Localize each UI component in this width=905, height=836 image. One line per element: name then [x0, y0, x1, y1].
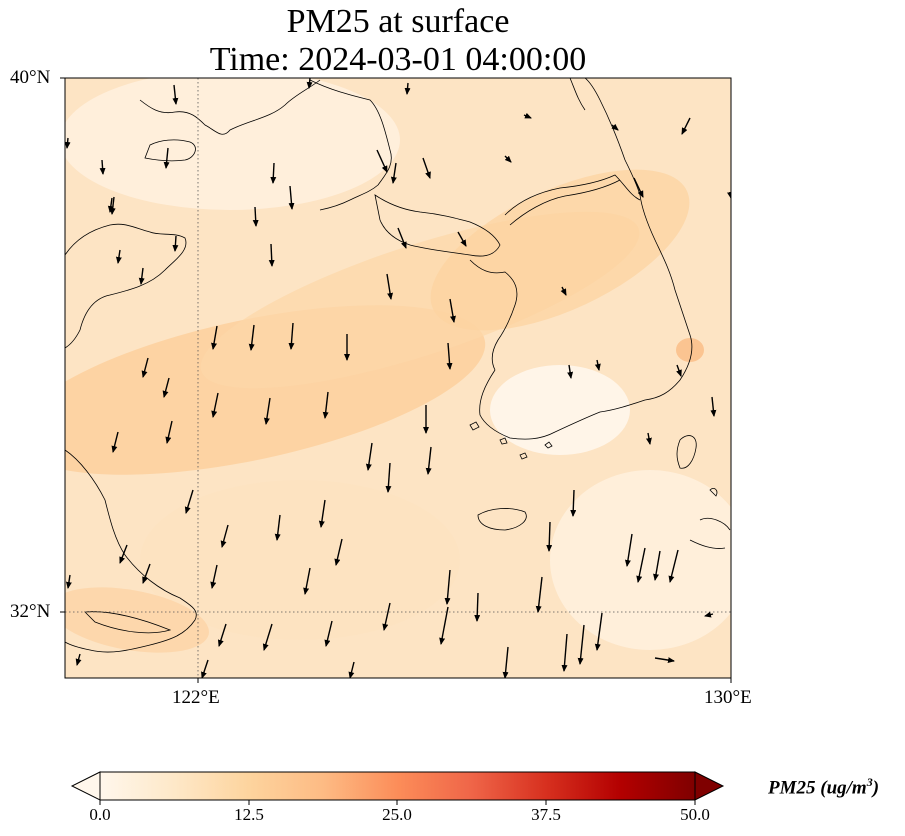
- wind-arrow: [172, 84, 179, 105]
- wind-arrow: [141, 357, 149, 378]
- wind-arrow: [535, 576, 543, 613]
- wind-arrow: [306, 78, 313, 89]
- wind-arrow: [138, 267, 145, 285]
- wind-arrow: [220, 524, 229, 548]
- wind-arrow: [594, 359, 601, 371]
- wind-arrow: [444, 569, 451, 605]
- colorbar-tick-label: 0.0: [89, 805, 111, 824]
- wind-arrow: [303, 567, 311, 595]
- colorbar-label: PM25 (ug/m3): [768, 775, 880, 799]
- wind-arrow: [457, 231, 467, 247]
- wind-arrow: [376, 149, 388, 173]
- wind-arrow: [348, 661, 355, 678]
- colorbar-tick-label: 25.0: [382, 805, 412, 824]
- lon-tick-label: 130°E: [704, 687, 752, 708]
- wind-arrow: [107, 197, 114, 213]
- wind-arrow: [252, 206, 259, 227]
- wind-arrow: [502, 646, 509, 678]
- wind-arrow: [111, 431, 119, 453]
- wind-arrow: [382, 602, 391, 631]
- wind-arrow: [65, 137, 71, 149]
- wind-arrow: [270, 162, 277, 184]
- colorbar-tick-label: 12.5: [234, 805, 264, 824]
- map-frame: [64, 77, 732, 679]
- map-subtitle-time: Time: 2024-03-01 04:00:00: [209, 41, 587, 78]
- colorbar-tick-label: 37.5: [531, 805, 561, 824]
- wind-arrow: [624, 533, 633, 567]
- wind-arrow: [142, 563, 151, 584]
- wind-arrow: [163, 147, 170, 169]
- wind-arrow: [611, 123, 619, 131]
- wind-arrow: [115, 249, 122, 264]
- wind-arrow: [99, 159, 106, 175]
- wind-arrow: [119, 544, 128, 564]
- wind-arrow: [263, 397, 271, 425]
- wind-arrow: [681, 117, 691, 135]
- wind-arrow: [248, 324, 255, 351]
- wind-vectors: [65, 78, 731, 678]
- wind-arrow: [211, 325, 218, 350]
- wind-arrow: [404, 82, 411, 95]
- wind-arrow: [165, 420, 173, 444]
- wind-arrow: [633, 177, 644, 198]
- wind-arrow: [322, 391, 329, 419]
- coastlines: [65, 78, 731, 653]
- wind-arrow: [653, 550, 661, 581]
- wind-arrow: [217, 623, 227, 647]
- wind-arrow: [201, 659, 209, 678]
- wind-arrow: [334, 538, 343, 566]
- wind-arrow: [474, 592, 481, 622]
- wind-arrow: [288, 322, 295, 350]
- wind-arrow: [75, 653, 82, 666]
- gridlines: [65, 78, 731, 678]
- wind-arrow: [390, 162, 397, 184]
- colorbar: [70, 771, 725, 805]
- wind-arrow: [184, 489, 194, 514]
- lat-tick-label: 32°N: [10, 601, 51, 622]
- pm25-field: [65, 78, 731, 678]
- wind-arrow: [397, 227, 407, 249]
- lon-tick-label: 122°E: [172, 687, 220, 708]
- map-title: PM25 at surface: [286, 3, 510, 40]
- wind-arrow: [654, 657, 675, 664]
- wind-arrow: [446, 342, 453, 370]
- wind-arrow: [560, 286, 567, 296]
- wind-arrow: [710, 396, 717, 417]
- wind-arrow: [567, 364, 574, 379]
- wind-arrow: [422, 157, 431, 179]
- wind-arrow: [561, 633, 568, 672]
- wind-arrow: [546, 521, 553, 552]
- wind-arrow: [425, 446, 432, 475]
- wind-arrow: [570, 489, 577, 517]
- wind-arrow: [268, 243, 275, 267]
- wind-arrow: [523, 112, 532, 119]
- wind-arrow: [318, 499, 326, 528]
- wind-arrow: [704, 611, 714, 618]
- wind-arrow: [172, 235, 179, 252]
- colorbar-tick-label: 50.0: [680, 805, 710, 824]
- wind-arrow: [386, 273, 394, 300]
- wind-arrow: [668, 549, 679, 583]
- wind-arrow: [162, 377, 170, 398]
- wind-arrow: [645, 432, 652, 445]
- wind-arrow: [577, 624, 585, 665]
- wind-arrow: [65, 574, 72, 589]
- wind-arrow: [274, 514, 281, 541]
- wind-arrow: [439, 606, 449, 645]
- wind-arrow: [211, 392, 219, 418]
- wind-arrow: [676, 364, 682, 377]
- wind-arrow: [504, 155, 512, 163]
- wind-arrow: [385, 462, 392, 493]
- lat-tick-label: 40°N: [10, 67, 51, 88]
- wind-arrow: [262, 623, 273, 651]
- wind-arrow: [324, 620, 333, 647]
- wind-arrow: [449, 298, 456, 323]
- wind-arrow: [288, 185, 295, 210]
- wind-arrow: [636, 547, 646, 583]
- wind-arrow: [365, 442, 373, 471]
- wind-arrow: [594, 612, 603, 651]
- wind-arrow: [210, 564, 218, 589]
